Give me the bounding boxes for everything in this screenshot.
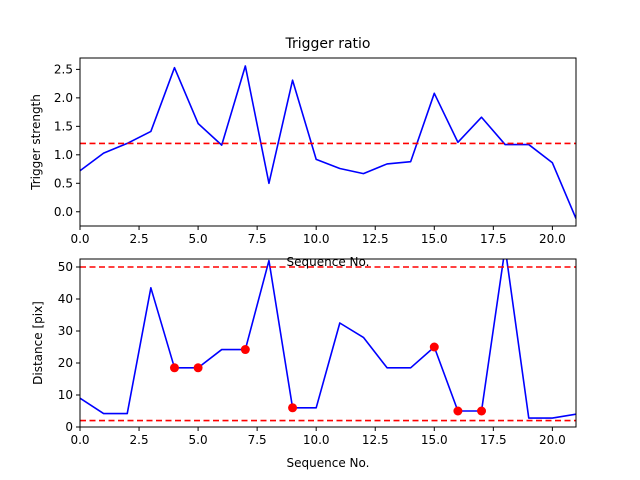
bottom-marker [429, 342, 439, 352]
bottom-ytick-label: 30 [58, 324, 73, 338]
bottom-xtick-label: 5.0 [189, 433, 208, 447]
bottom-xtick-label: 2.5 [130, 433, 149, 447]
bottom-plot-ticks: 0.0 2.5 5.0 7.5 10.0 12.5 15.0 17.5 20.0 0 10 20 30 4… [58, 260, 566, 447]
top-plot-frame [79, 57, 577, 227]
top-xtick-label: 2.5 [130, 232, 149, 246]
bottom-plot-frame [79, 258, 577, 428]
bottom-marker [453, 406, 463, 416]
top-xtick-label: 20.0 [539, 232, 566, 246]
bottom-ytick-label: 10 [58, 388, 73, 402]
bottom-xtick-label: 0.0 [70, 433, 89, 447]
top-xtick-label: 17.5 [480, 232, 507, 246]
top-ytick-label: 2.5 [54, 62, 73, 76]
bottom-marker [288, 403, 298, 413]
top-xtick-label: 15.0 [421, 232, 448, 246]
bottom-plot-ylabel: Distance [pix] [31, 301, 45, 385]
bottom-marker [240, 345, 250, 355]
top-plot-ylabel: Trigger strength [29, 94, 43, 191]
bottom-xtick-label: 20.0 [539, 433, 566, 447]
top-plot-title: Trigger ratio [284, 36, 370, 52]
bottom-ytick-label: 20 [58, 356, 73, 370]
bottom-plot: 0.0 2.5 5.0 7.5 10.0 12.5 15.0 17.5 20.0 0 10 20 30 4… [31, 258, 577, 470]
bottom-xtick-label: 12.5 [362, 433, 389, 447]
top-plot-ticks: 0.0 2.5 5.0 7.5 10.0 12.5 15.0 17.5 20.0 0.0 0.5 1.… [54, 62, 566, 246]
top-ytick-label: 1.5 [54, 119, 73, 133]
bottom-ytick-label: 50 [58, 260, 73, 274]
bottom-xtick-label: 17.5 [480, 433, 507, 447]
bottom-marker [169, 363, 179, 373]
bottom-xtick-label: 15.0 [421, 433, 448, 447]
bottom-marker [193, 363, 203, 373]
bottom-series-line [80, 259, 576, 419]
bottom-marker [477, 406, 487, 416]
top-ytick-label: 1.0 [54, 148, 73, 162]
bottom-xtick-label: 7.5 [248, 433, 267, 447]
bottom-plot-data [80, 259, 576, 422]
top-plot-data [80, 65, 576, 219]
top-xtick-label: 10.0 [303, 232, 330, 246]
top-series-line [80, 65, 576, 219]
top-xtick-label: 12.5 [362, 232, 389, 246]
top-plot: Trigger ratio 0.0 2.5 5.0 7.5 10.0 12.5 15.0 17… [29, 36, 577, 269]
top-ytick-label: 2.0 [54, 91, 73, 105]
bottom-xtick-label: 10.0 [303, 433, 330, 447]
bottom-ytick-label: 0 [65, 420, 73, 434]
top-xtick-label: 5.0 [189, 232, 208, 246]
top-xtick-label: 7.5 [248, 232, 267, 246]
top-ytick-label: 0.0 [54, 205, 73, 219]
bottom-plot-xlabel: Sequence No. [287, 456, 370, 470]
bottom-ytick-label: 40 [58, 292, 73, 306]
top-ytick-label: 0.5 [54, 176, 73, 190]
top-xtick-label: 0.0 [70, 232, 89, 246]
